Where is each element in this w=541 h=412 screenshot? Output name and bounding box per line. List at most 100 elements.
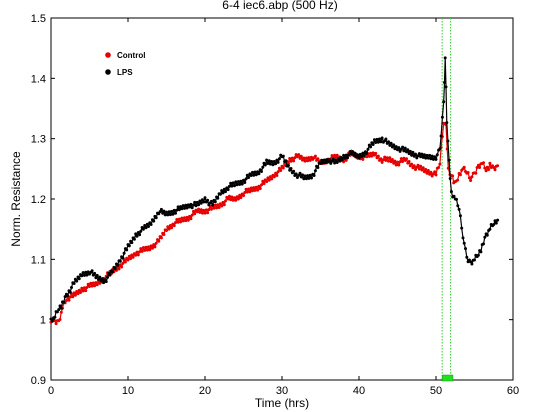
data-point <box>166 225 170 229</box>
data-point <box>218 202 222 206</box>
data-point <box>186 218 190 222</box>
data-point <box>73 293 77 297</box>
data-point <box>63 295 67 299</box>
data-point <box>358 152 362 156</box>
data-point <box>443 81 446 84</box>
data-point <box>387 140 390 144</box>
data-point <box>397 163 401 167</box>
data-point <box>268 175 272 179</box>
data-point <box>199 208 203 212</box>
data-point <box>452 194 456 198</box>
data-point <box>324 161 328 165</box>
chart-title: 6-4 iec6.abp (500 Hz) <box>222 0 337 12</box>
data-point <box>108 273 112 277</box>
data-point <box>159 236 163 240</box>
data-point <box>330 159 334 163</box>
data-point <box>236 180 240 184</box>
data-point <box>170 209 174 213</box>
data-point <box>475 166 479 169</box>
data-point <box>295 155 299 159</box>
legend-item-control: Control <box>105 51 145 60</box>
data-point <box>58 304 62 308</box>
data-point <box>365 151 369 155</box>
data-point <box>184 203 188 207</box>
data-point <box>136 253 140 257</box>
data-point <box>215 206 219 210</box>
data-point <box>216 196 220 200</box>
data-point <box>431 157 435 161</box>
data-point <box>94 281 98 285</box>
data-point <box>244 187 248 191</box>
axis-ticks: 0 10 20 30 40 50 60 0.9 1 1.1 1.2 1.3 1.4 1.5 <box>31 13 519 397</box>
data-point <box>192 203 195 207</box>
data-point <box>284 159 288 163</box>
data-point <box>202 208 206 212</box>
data-point <box>476 163 480 167</box>
data-point <box>138 250 142 254</box>
data-point <box>474 171 478 175</box>
data-point <box>484 169 488 173</box>
data-point <box>158 210 162 214</box>
x-tick-label: 40 <box>353 385 365 397</box>
data-point <box>281 154 285 158</box>
data-point <box>272 175 276 179</box>
data-point <box>106 275 109 279</box>
data-point <box>193 212 197 216</box>
data-point <box>292 169 296 173</box>
data-point <box>81 289 85 293</box>
plot-frame <box>50 17 514 381</box>
data-point <box>188 214 192 218</box>
data-point <box>321 161 325 165</box>
data-point <box>407 160 411 163</box>
data-point <box>371 151 375 155</box>
data-point <box>349 152 353 156</box>
data-point <box>148 248 152 252</box>
data-point <box>394 145 398 149</box>
data-point <box>438 162 442 166</box>
data-point <box>257 184 261 188</box>
data-point <box>308 173 312 177</box>
data-point <box>466 171 470 174</box>
data-point <box>328 158 331 162</box>
y-tick-label: 1.3 <box>31 134 46 146</box>
data-point <box>220 204 224 208</box>
data-point <box>185 206 189 210</box>
data-point <box>316 166 320 169</box>
data-point <box>419 164 423 168</box>
legend-label-lps: LPS <box>117 68 133 77</box>
data-point <box>458 173 462 177</box>
data-point <box>397 146 401 150</box>
series-lps <box>49 56 500 323</box>
data-point <box>85 273 89 277</box>
data-point <box>198 199 202 203</box>
data-point <box>496 218 500 222</box>
data-point <box>175 208 179 212</box>
data-point <box>388 156 392 160</box>
data-point <box>213 200 217 204</box>
data-point <box>242 194 245 198</box>
data-point <box>227 194 231 198</box>
x-tick-label: 0 <box>48 385 54 397</box>
data-point <box>428 153 432 157</box>
data-point <box>444 85 448 89</box>
data-point <box>75 290 79 293</box>
data-point <box>362 153 366 157</box>
data-point <box>190 206 194 210</box>
data-point <box>289 167 293 170</box>
data-point <box>202 200 206 204</box>
data-point <box>417 167 421 171</box>
data-point <box>421 166 425 170</box>
x-tick-label: 30 <box>276 385 288 397</box>
data-point <box>154 241 158 245</box>
data-point <box>462 165 466 169</box>
data-point <box>90 269 94 273</box>
data-point <box>117 267 121 271</box>
y-tick-label: 0.9 <box>31 375 46 387</box>
data-point <box>72 282 76 285</box>
data-point <box>139 229 143 233</box>
data-point <box>226 188 230 192</box>
data-point <box>198 210 202 214</box>
data-point <box>281 166 285 170</box>
data-point <box>467 176 471 180</box>
